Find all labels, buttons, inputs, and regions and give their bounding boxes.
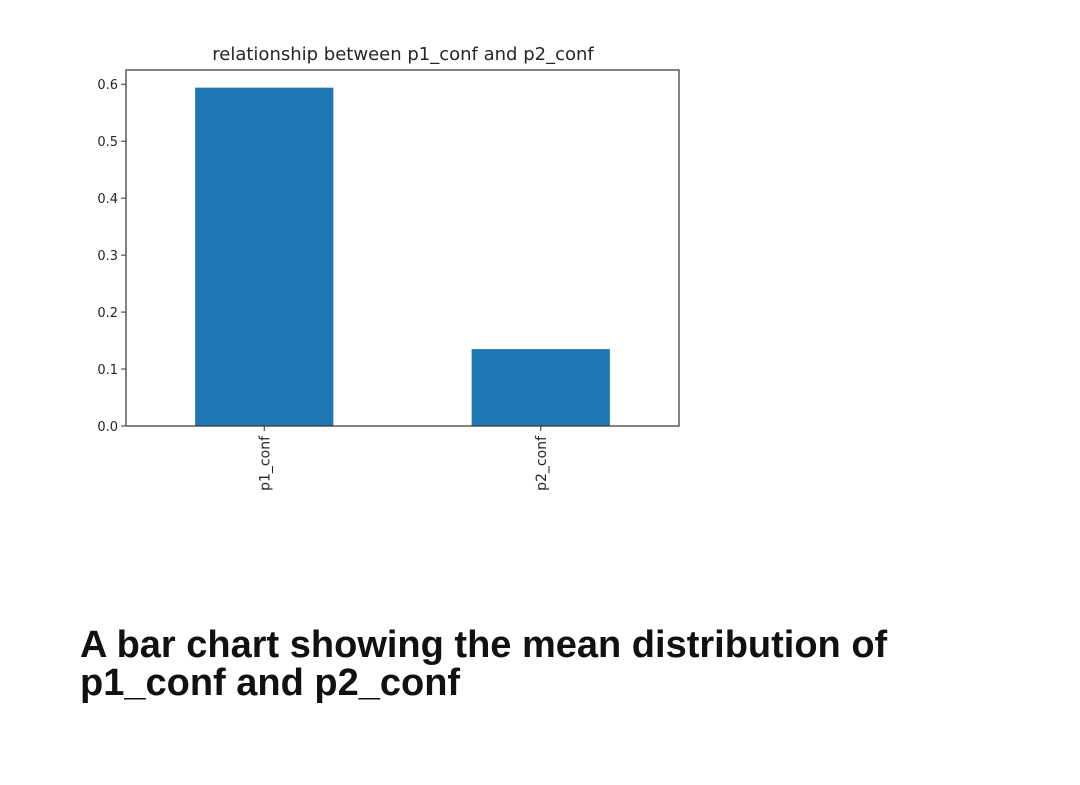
bar-p1_conf [195, 87, 334, 427]
y-tick-label: 0.5 [97, 135, 118, 150]
bars-layer [195, 87, 610, 427]
bar-p2_conf [471, 349, 610, 426]
x-tick-label: p1_conf [257, 435, 273, 491]
y-tick-label: 0.6 [97, 78, 118, 93]
y-tick-label: 0.2 [97, 306, 118, 321]
bar-chart: relationship between p1_conf and p2_conf… [97, 44, 680, 491]
x-axis: p1_conf p2_conf [257, 426, 550, 491]
y-axis: 0.0 0.1 0.2 0.3 0.4 0.5 0.6 [97, 78, 126, 435]
y-tick-label: 0.4 [97, 192, 118, 207]
y-tick-label: 0.3 [97, 249, 118, 264]
chart-title: relationship between p1_conf and p2_conf [212, 44, 594, 65]
y-tick-label: 0.1 [97, 363, 118, 378]
x-tick-label: p2_conf [534, 435, 550, 491]
plot-frame [125, 69, 680, 427]
y-tick-label: 0.0 [97, 420, 118, 435]
figure-caption: A bar chart showing the mean distributio… [80, 624, 888, 704]
